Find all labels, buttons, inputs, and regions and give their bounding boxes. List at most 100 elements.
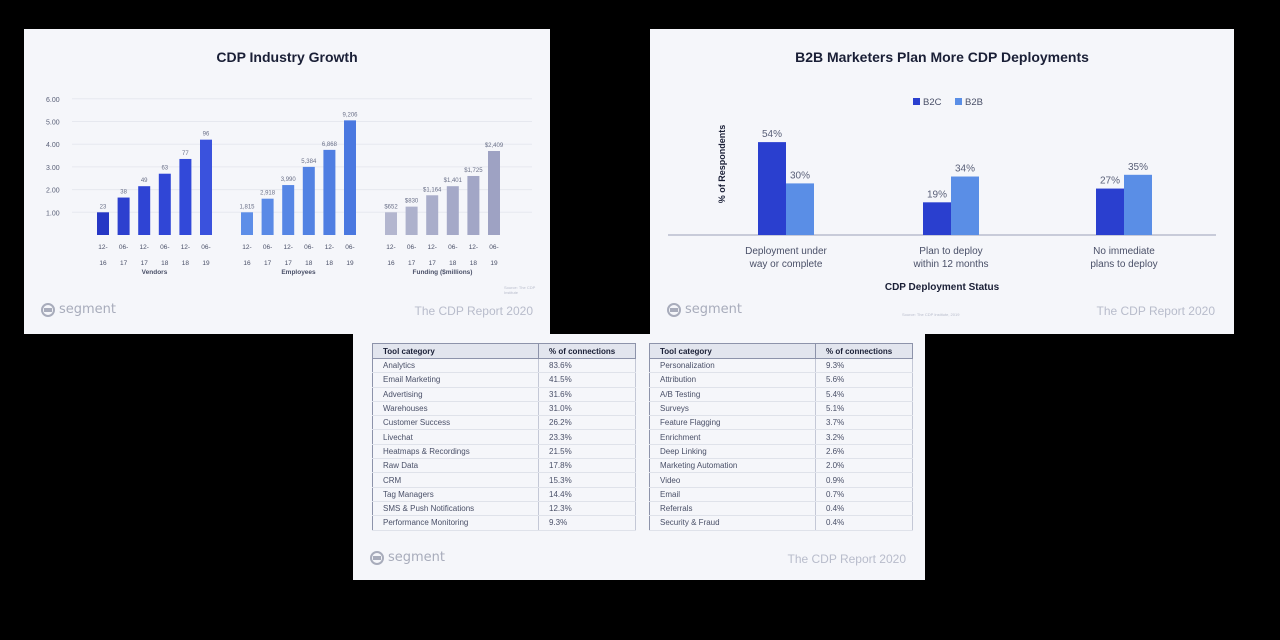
tool-category-cell: Heatmaps & Recordings	[372, 444, 539, 460]
bar	[138, 186, 151, 235]
bar	[97, 212, 109, 235]
bar	[241, 212, 253, 235]
legend-swatch	[913, 98, 920, 105]
tool-category-cell: Surveys	[649, 401, 816, 417]
x-tick-label-bottom: 17	[285, 260, 293, 267]
bar-value-label: 6,868	[322, 142, 338, 148]
x-tick-label-bottom: 18	[161, 260, 169, 267]
table-header-row: Tool category% of connections	[649, 343, 913, 359]
x-tick-label-bottom: 18	[305, 260, 313, 267]
panel-axis-label: Vendors	[142, 269, 168, 276]
y-tick-label: 3.00	[46, 165, 60, 172]
legend-label: B2B	[965, 97, 983, 108]
x-tick-label-top: 06-	[489, 244, 498, 251]
table-row: Customer Success 26.2%	[372, 415, 636, 431]
x-axis-title: CDP Deployment Status	[885, 282, 1000, 293]
y-tick-label: 1.00	[46, 210, 60, 217]
tool-category-cell: Attribution	[649, 372, 816, 388]
tool-category-cell: Livechat	[372, 429, 539, 445]
source-note: Source: The CDP Institute, 2019	[902, 312, 960, 317]
connections-percent-cell: 3.2%	[815, 429, 913, 445]
table-row: Surveys 5.1%	[649, 401, 913, 417]
bar	[117, 197, 130, 235]
tool-category-cell: Tag Managers	[372, 487, 539, 502]
deployment-status-chart: 54% 30% Deployment under way or complete 19%…	[668, 97, 1216, 293]
tool-category-cell: A/B Testing	[649, 387, 816, 402]
x-tick-label-bottom: 17	[429, 260, 437, 267]
connections-percent-cell: 2.6%	[815, 444, 913, 460]
x-category-label: way or complete	[749, 259, 823, 270]
bar-value-label: $830	[405, 199, 419, 205]
bar	[158, 173, 171, 235]
table-row: SMS & Push Notifications 12.3%	[372, 501, 636, 517]
segment-logo-icon	[41, 302, 55, 317]
bar-value-label: 3,990	[281, 177, 297, 183]
x-tick-label-top: 12-	[283, 244, 292, 251]
connections-percent-cell: 15.3%	[538, 472, 636, 488]
bar	[282, 185, 295, 235]
bar-value-label: 49	[141, 178, 148, 184]
tool-category-cell: Referrals	[649, 501, 816, 517]
table-row: Attribution 5.6%	[649, 372, 913, 388]
bar	[323, 149, 336, 235]
chart-title: CDP Industry Growth	[216, 49, 358, 65]
x-tick-label-top: 12-	[98, 244, 107, 251]
bar-value-label: $1,725	[464, 168, 483, 174]
tool-category-cell: Advertising	[372, 387, 539, 402]
x-tick-label-bottom: 18	[449, 260, 457, 267]
bar	[405, 206, 418, 235]
bar-value-label: 30%	[790, 170, 810, 181]
tool-category-cell: Deep Linking	[649, 444, 816, 460]
bar	[179, 158, 192, 235]
column-header: Tool category	[372, 343, 539, 359]
x-tick-label-top: 06-	[160, 244, 169, 251]
tool-category-cell: Analytics	[372, 358, 539, 374]
x-tick-label-bottom: 17	[408, 260, 416, 267]
x-tick-label-bottom: 19	[346, 260, 354, 267]
x-tick-label-bottom: 17	[264, 260, 272, 267]
table-row: Heatmaps & Recordings 21.5%	[372, 444, 636, 460]
x-tick-label-top: 06-	[407, 244, 416, 251]
table-row: Performance Monitoring 9.3%	[372, 515, 636, 531]
table-row: Referrals 0.4%	[649, 501, 913, 517]
bar	[467, 175, 480, 235]
tool-category-cell: SMS & Push Notifications	[372, 501, 539, 517]
bar	[1124, 174, 1152, 235]
chart-title: B2B Marketers Plan More CDP Deployments	[795, 49, 1089, 65]
bar-value-label: 35%	[1128, 162, 1148, 173]
connections-percent-cell: 23.3%	[538, 429, 636, 445]
bar	[446, 186, 459, 235]
table-row: Deep Linking 2.6%	[649, 444, 913, 460]
connections-percent-cell: 0.4%	[815, 501, 913, 517]
table-row: Feature Flagging 3.7%	[649, 415, 913, 431]
bar	[758, 142, 786, 235]
report-name: The CDP Report 2020	[1096, 304, 1215, 318]
tool-category-cell: Enrichment	[649, 429, 816, 445]
bar	[200, 139, 212, 235]
x-category-label: No immediate	[1093, 246, 1155, 257]
report-name: The CDP Report 2020	[787, 552, 906, 566]
connections-percent-cell: 0.7%	[815, 487, 913, 502]
x-tick-label-top: 06-	[345, 244, 354, 251]
table-row: Security & Fraud 0.4%	[649, 515, 913, 531]
tool-category-cell: Email Marketing	[372, 372, 539, 388]
connections-percent-cell: 21.5%	[538, 444, 636, 460]
tool-category-cell: Email	[649, 487, 816, 502]
legend-label: B2C	[923, 97, 942, 108]
tool-category-cell: Performance Monitoring	[372, 515, 539, 531]
tool-category-cell: Security & Fraud	[649, 515, 816, 531]
tool-category-cell: Customer Success	[372, 415, 539, 431]
table-row: A/B Testing 5.4%	[649, 387, 913, 402]
tool-category-slide: Tool category% of connections Analytics 83…	[353, 334, 925, 580]
table-row: CRM 15.3%	[372, 472, 636, 488]
segment-logo: segment	[41, 302, 116, 317]
y-tick-label: 4.00	[46, 142, 60, 149]
x-tick-label-bottom: 19	[202, 260, 210, 267]
x-tick-label-top: 06-	[448, 244, 457, 251]
y-tick-label: 6.00	[46, 97, 60, 104]
bar-value-label: 77	[182, 151, 189, 157]
connections-percent-cell: 17.8%	[538, 458, 636, 474]
connections-percent-cell: 9.3%	[815, 358, 913, 374]
table-row: Personalization 9.3%	[649, 358, 913, 374]
tool-category-cell: Feature Flagging	[649, 415, 816, 431]
